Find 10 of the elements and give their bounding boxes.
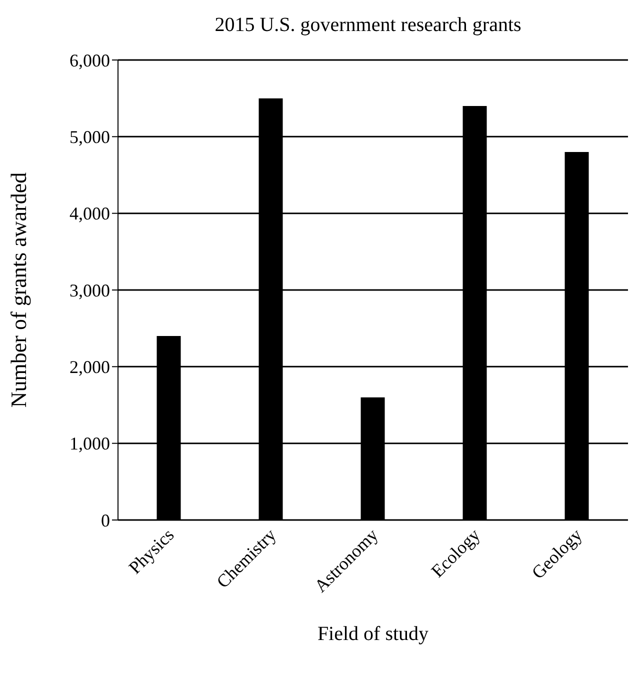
y-axis-title: Number of grants awarded — [6, 172, 31, 408]
y-tick-label: 6,000 — [70, 50, 110, 70]
y-tick-label: 5,000 — [70, 127, 110, 148]
y-tick-label: 1,000 — [70, 434, 110, 454]
chart-title: 2015 U.S. government research grants — [214, 14, 522, 38]
y-tick-label: 0 — [101, 510, 110, 530]
y-tick-label: 2,000 — [70, 357, 110, 378]
x-axis-title: Field of study — [317, 623, 429, 645]
y-tick-label: 3,000 — [70, 280, 110, 300]
y-tick-label: 4,000 — [70, 204, 110, 224]
